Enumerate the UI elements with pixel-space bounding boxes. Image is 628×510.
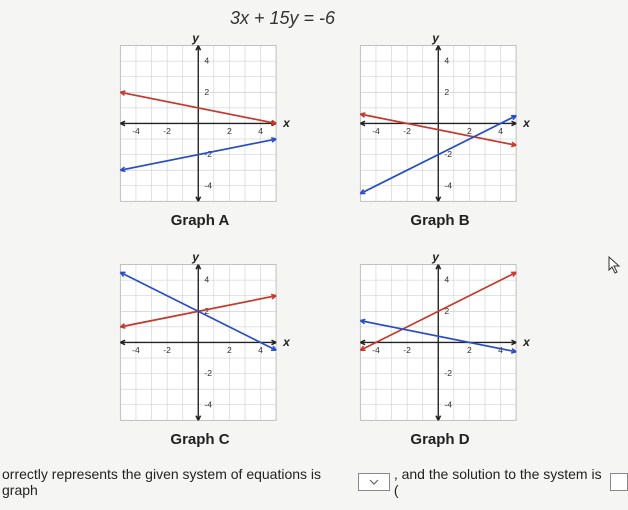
svg-text:-2: -2 [444,368,452,378]
svg-text:-4: -4 [444,180,452,190]
svg-text:-4: -4 [132,345,140,355]
svg-text:2: 2 [467,126,472,136]
graph-b-svg: -4-224-4-224y x [350,30,530,210]
svg-text:-2: -2 [204,149,212,159]
svg-text:4: 4 [204,275,209,285]
footer-mid-text: , and the solution to the system is ( [394,466,606,498]
svg-text:2: 2 [227,126,232,136]
svg-text:x: x [282,116,290,130]
graph-select-dropdown[interactable] [358,473,389,491]
svg-text:2: 2 [467,345,472,355]
graph-a-svg: -4 -2 2 4 -4 -2 2 4 y x [110,30,290,210]
svg-text:4: 4 [258,126,263,136]
svg-text:-4: -4 [372,345,380,355]
svg-text:-2: -2 [403,126,411,136]
graph-c-label: Graph C [170,431,229,448]
svg-text:-4: -4 [132,126,140,136]
svg-text:2: 2 [227,345,232,355]
svg-text:2: 2 [204,87,209,97]
svg-text:2: 2 [444,87,449,97]
graph-d-svg: -4-224-4-224y x [350,249,530,429]
svg-text:x: x [522,335,530,349]
svg-text:4: 4 [444,56,449,66]
svg-text:y: y [191,31,200,45]
svg-text:-4: -4 [372,126,380,136]
svg-text:-4: -4 [444,399,452,409]
svg-text:-4: -4 [204,399,212,409]
graph-b: -4-224-4-224y x Graph B [340,30,540,229]
graph-a: -4 -2 2 4 -4 -2 2 4 y x Graph A [100,30,300,229]
svg-text:y: y [431,250,440,264]
svg-text:4: 4 [258,345,263,355]
graph-c: -4-224-4-224y x Graph C [100,249,300,448]
svg-text:4: 4 [498,126,503,136]
answer-row: orrectly represents the given system of … [0,466,628,498]
graph-d-label: Graph D [410,431,469,448]
svg-text:-4: -4 [204,180,212,190]
graph-b-label: Graph B [410,212,469,229]
cursor-icon [607,256,623,279]
svg-text:x: x [522,116,530,130]
svg-text:-2: -2 [403,345,411,355]
svg-text:x: x [282,335,290,349]
graph-d: -4-224-4-224y x Graph D [340,249,540,448]
svg-text:-2: -2 [163,345,171,355]
graph-a-label: Graph A [171,212,230,229]
footer-pre-text: orrectly represents the given system of … [2,466,354,498]
svg-text:-2: -2 [163,126,171,136]
svg-text:4: 4 [204,56,209,66]
svg-text:y: y [431,31,440,45]
solution-input[interactable] [610,473,628,491]
equation-text: 3x + 15y = -6 [230,8,335,29]
svg-text:y: y [191,250,200,264]
svg-text:4: 4 [444,275,449,285]
graph-c-svg: -4-224-4-224y x [110,249,290,429]
graphs-grid: -4 -2 2 4 -4 -2 2 4 y x Graph A -4 -2 2 4 -4 -2 2 4 y x … [100,30,540,448]
svg-text:-2: -2 [204,368,212,378]
